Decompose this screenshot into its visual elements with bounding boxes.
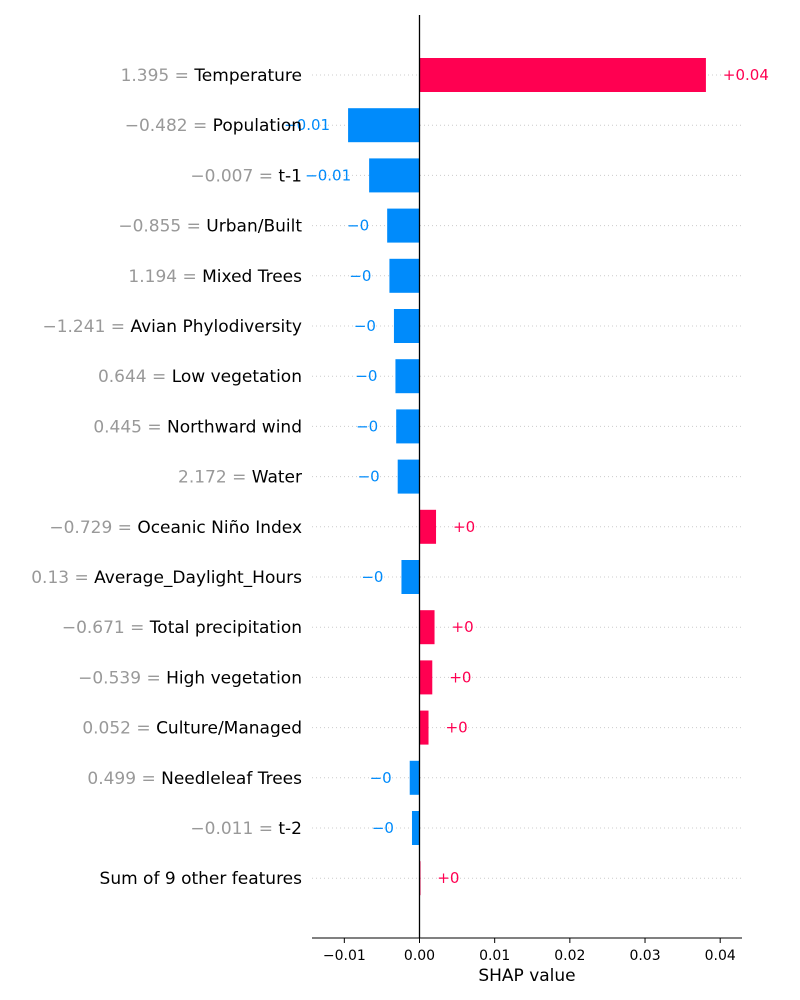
x-axis-title: SHAP value bbox=[478, 966, 575, 986]
x-tick-label: −0.01 bbox=[323, 948, 366, 964]
feature-label: −0.671 = Total precipitation bbox=[62, 618, 302, 638]
bar-value-label: +0 bbox=[453, 518, 475, 536]
bar-urban-built bbox=[387, 208, 420, 243]
feature-name: Avian Phylodiversity bbox=[130, 317, 302, 337]
feature-value: −0.671 = bbox=[62, 618, 150, 638]
bar-avian-phylodiversity bbox=[393, 309, 420, 343]
feature-name: Average_Daylight_Hours bbox=[94, 568, 302, 588]
feature-name: Northward wind bbox=[167, 417, 302, 437]
feature-name: Sum of 9 other features bbox=[100, 869, 303, 889]
feature-label: 0.499 = Needleleaf Trees bbox=[87, 769, 302, 789]
feature-name: Total precipitation bbox=[149, 618, 302, 638]
feature-name: Mixed Trees bbox=[202, 267, 302, 287]
x-tick-label: 0.00 bbox=[404, 948, 435, 964]
feature-value: −0.855 = bbox=[118, 217, 206, 237]
feature-label: −0.011 = t-2 bbox=[190, 819, 302, 839]
feature-label: 2.172 = Water bbox=[178, 468, 302, 488]
x-tick-label: 0.04 bbox=[705, 948, 736, 964]
bar-value-label: −0.01 bbox=[284, 116, 330, 134]
feature-name: Oceanic Niño Index bbox=[137, 518, 302, 538]
feature-value: 1.395 = bbox=[121, 66, 195, 86]
feature-label: −1.241 = Avian Phylodiversity bbox=[42, 317, 302, 337]
bar-t-2 bbox=[411, 811, 420, 845]
feature-name: Population bbox=[213, 116, 302, 136]
x-tick-label: 0.03 bbox=[629, 948, 660, 964]
bar-low-vegetation bbox=[395, 359, 420, 394]
bar-value-label: −0 bbox=[354, 317, 376, 335]
bar-value-label: −0 bbox=[349, 267, 371, 285]
bar-value-label: −0 bbox=[356, 417, 378, 435]
bar-value-label: −0 bbox=[355, 367, 377, 385]
bar-oceanic-ni-o-index bbox=[419, 509, 437, 544]
feature-value: −1.241 = bbox=[42, 317, 130, 337]
bar-value-label: −0 bbox=[361, 568, 383, 586]
bar-t-1 bbox=[369, 158, 420, 193]
feature-label: −0.855 = Urban/Built bbox=[118, 217, 302, 237]
bar-value-label: −0 bbox=[358, 468, 380, 486]
bar-value-label: +0 bbox=[446, 719, 468, 737]
bar-value-label: −0.01 bbox=[305, 166, 351, 184]
feature-value: −0.007 = bbox=[190, 166, 278, 186]
bar-mixed-trees bbox=[389, 258, 420, 293]
bar-value-label: +0 bbox=[437, 869, 459, 887]
feature-value: 0.644 = bbox=[98, 367, 172, 387]
bar-value-label: −0 bbox=[372, 819, 394, 837]
feature-value: 1.194 = bbox=[128, 267, 202, 287]
feature-value: −0.482 = bbox=[125, 116, 213, 136]
feature-name: t-1 bbox=[278, 166, 302, 186]
feature-value: −0.011 = bbox=[190, 819, 278, 839]
feature-name: Low vegetation bbox=[172, 367, 302, 387]
bar-value-label: +0 bbox=[452, 618, 474, 636]
feature-label: 0.052 = Culture/Managed bbox=[82, 719, 302, 739]
bar-value-label: +0 bbox=[449, 668, 471, 686]
feature-name: Culture/Managed bbox=[156, 719, 302, 739]
feature-label: 1.395 = Temperature bbox=[121, 66, 302, 86]
x-axis: −0.01 0.00 0.01 0.02 0.03 0.04 bbox=[312, 937, 742, 964]
feature-labels: +0.041.395 = Temperature−0.01−0.482 = Po… bbox=[31, 66, 769, 889]
feature-name: Needleleaf Trees bbox=[161, 769, 302, 789]
feature-value: 2.172 = bbox=[178, 468, 252, 488]
feature-value: 0.13 = bbox=[31, 568, 94, 588]
feature-value: 0.499 = bbox=[87, 769, 161, 789]
feature-label: −0.007 = t-1 bbox=[190, 166, 302, 186]
bar-value-label: −0 bbox=[347, 217, 369, 235]
feature-label: 0.445 = Northward wind bbox=[93, 417, 302, 437]
feature-value: −0.729 = bbox=[49, 518, 137, 538]
bar-needleleaf-trees bbox=[409, 760, 420, 795]
bar-average-daylight-hours bbox=[401, 560, 420, 594]
feature-value: 0.445 = bbox=[93, 417, 167, 437]
bar-value-label: −0 bbox=[370, 769, 392, 787]
feature-name: Water bbox=[252, 468, 302, 488]
feature-label: −0.729 = Oceanic Niño Index bbox=[49, 518, 302, 538]
feature-label: −0.482 = Population bbox=[125, 116, 302, 136]
feature-value: 0.052 = bbox=[82, 719, 156, 739]
feature-label: 1.194 = Mixed Trees bbox=[128, 267, 302, 287]
bar-culture-managed bbox=[419, 710, 429, 745]
feature-label: 0.13 = Average_Daylight_Hours bbox=[31, 568, 302, 588]
x-tick-label: 0.02 bbox=[554, 948, 585, 964]
bar-total-precipitation bbox=[419, 610, 435, 645]
feature-label: −0.539 = High vegetation bbox=[78, 668, 302, 688]
bar-value-label: +0.04 bbox=[723, 66, 769, 84]
feature-label: Sum of 9 other features bbox=[100, 869, 303, 889]
feature-value: −0.539 = bbox=[78, 668, 166, 688]
feature-label: 0.644 = Low vegetation bbox=[98, 367, 302, 387]
bars bbox=[348, 58, 706, 896]
bar-high-vegetation bbox=[419, 660, 433, 695]
feature-name: Temperature bbox=[193, 66, 302, 86]
feature-name: High vegetation bbox=[166, 668, 302, 688]
feature-name: t-2 bbox=[278, 819, 302, 839]
bar-water bbox=[397, 459, 420, 494]
bar-northward-wind bbox=[396, 409, 420, 444]
bar-population bbox=[348, 108, 420, 143]
x-tick-label: 0.01 bbox=[479, 948, 510, 964]
feature-name: Urban/Built bbox=[206, 217, 302, 237]
bar-temperature bbox=[419, 58, 706, 92]
